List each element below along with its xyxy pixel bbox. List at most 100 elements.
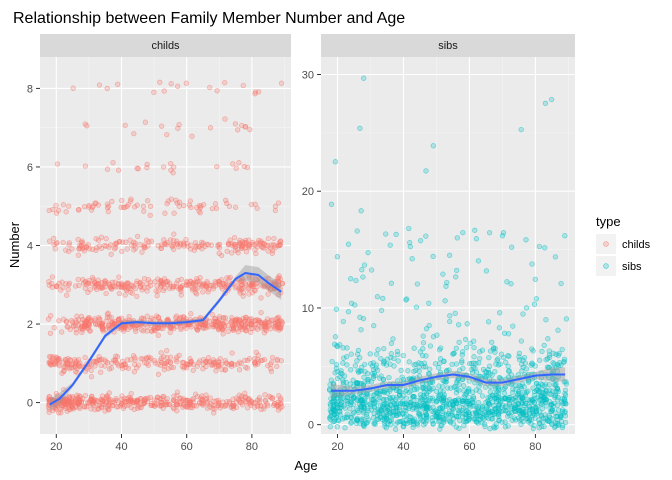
- data-point: [94, 281, 100, 287]
- data-point: [76, 246, 82, 252]
- data-point: [371, 322, 377, 329]
- data-point: [245, 395, 251, 402]
- data-point: [449, 361, 455, 368]
- data-point: [520, 394, 526, 400]
- data-point: [226, 276, 232, 282]
- data-point: [85, 289, 91, 296]
- data-point: [53, 283, 60, 289]
- data-point: [400, 352, 406, 359]
- data-point: [76, 207, 82, 213]
- data-point: [271, 235, 277, 242]
- data-point: [154, 293, 160, 299]
- data-point: [278, 238, 284, 244]
- data-point: [256, 397, 262, 403]
- data-point: [124, 280, 130, 286]
- data-point: [144, 360, 150, 367]
- data-point: [537, 357, 543, 363]
- data-point: [417, 237, 424, 244]
- data-point: [194, 291, 200, 297]
- data-point: [426, 300, 432, 306]
- data-point: [462, 336, 469, 343]
- data-point: [348, 367, 354, 373]
- data-point: [104, 166, 111, 172]
- data-point: [265, 291, 271, 297]
- data-point: [104, 85, 110, 92]
- data-point: [73, 318, 79, 324]
- data-point: [63, 247, 69, 253]
- data-point: [454, 235, 460, 241]
- data-point: [510, 323, 516, 329]
- data-point: [344, 362, 350, 368]
- data-point: [103, 290, 109, 297]
- data-point: [199, 242, 205, 248]
- data-point: [423, 353, 429, 359]
- data-point: [265, 248, 271, 254]
- data-point: [119, 197, 125, 204]
- data-point: [240, 315, 246, 322]
- data-point: [529, 261, 535, 267]
- data-point: [504, 279, 510, 285]
- data-point: [401, 413, 408, 420]
- data-point: [439, 384, 446, 390]
- data-point: [420, 340, 427, 346]
- data-point: [444, 279, 450, 286]
- data-point: [561, 356, 568, 362]
- data-point: [116, 274, 122, 280]
- data-point: [334, 424, 340, 430]
- data-point: [549, 407, 555, 413]
- data-point: [144, 398, 151, 405]
- data-point: [204, 241, 210, 248]
- data-point: [357, 125, 363, 131]
- data-point: [473, 411, 480, 417]
- data-point: [447, 318, 453, 325]
- data-point: [555, 394, 561, 401]
- data-point: [122, 122, 128, 129]
- data-point: [242, 390, 248, 396]
- data-point: [70, 323, 77, 330]
- data-point: [272, 207, 279, 214]
- data-point: [207, 125, 214, 131]
- data-point: [558, 362, 564, 368]
- data-point: [105, 310, 111, 316]
- data-point: [222, 79, 228, 86]
- data-point: [375, 347, 381, 353]
- data-point: [364, 405, 370, 412]
- y-axis-title: Number: [7, 221, 22, 268]
- data-point: [186, 399, 192, 405]
- data-point: [60, 202, 67, 208]
- data-point: [124, 246, 130, 252]
- data-point: [552, 254, 559, 260]
- data-point: [437, 360, 443, 366]
- data-point: [388, 417, 395, 423]
- data-point: [164, 348, 170, 354]
- data-point: [139, 249, 145, 255]
- data-point: [98, 234, 105, 240]
- data-point: [456, 425, 462, 432]
- data-point: [380, 397, 387, 403]
- data-point: [229, 350, 235, 356]
- data-point: [497, 310, 503, 316]
- data-point: [380, 417, 386, 423]
- data-point: [345, 309, 352, 315]
- data-point: [179, 359, 186, 366]
- data-point: [204, 278, 210, 285]
- data-point: [436, 347, 443, 353]
- data-point: [400, 424, 407, 430]
- data-point: [142, 119, 149, 125]
- data-point: [361, 262, 368, 268]
- data-point: [394, 348, 401, 355]
- points-childs: [45, 79, 286, 416]
- data-point: [214, 88, 220, 94]
- data-point: [190, 280, 197, 286]
- data-point: [333, 306, 340, 312]
- data-point: [161, 88, 167, 94]
- data-point: [489, 409, 496, 415]
- data-point: [115, 167, 122, 173]
- data-point: [128, 357, 134, 363]
- data-point: [246, 291, 252, 297]
- data-point: [471, 344, 477, 351]
- data-point: [485, 319, 492, 325]
- data-point: [378, 373, 384, 379]
- data-point: [161, 394, 167, 400]
- data-point: [268, 242, 274, 248]
